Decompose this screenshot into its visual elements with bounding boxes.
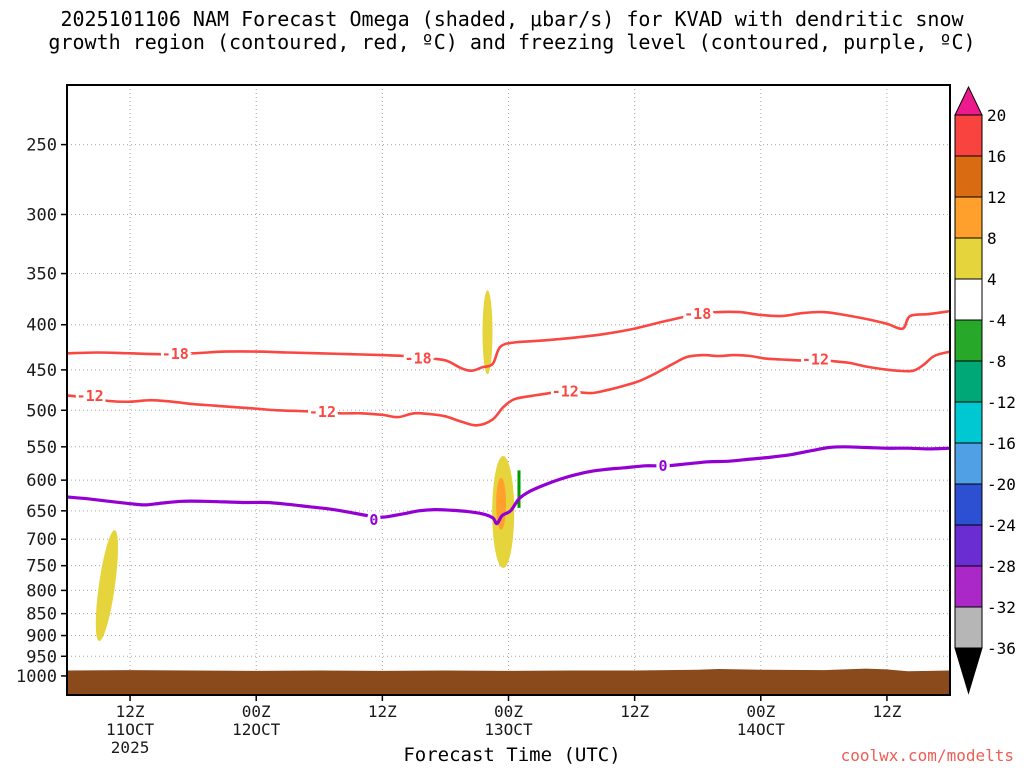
colorbar-segment [954, 524, 983, 567]
colorbar-tick-label: -20 [987, 475, 1016, 494]
colorbar-segment [954, 114, 983, 157]
y-tick-label: 900 [26, 627, 57, 647]
colorbar-segment [954, 483, 983, 526]
y-tick-label: 300 [26, 205, 57, 225]
watermark-link[interactable]: coolwx.com/modelts [840, 746, 1014, 765]
colorbar-tick-label: -16 [987, 434, 1016, 453]
contour-label-dendritic-growth-minus12C: -12 [77, 387, 104, 405]
colorbar-segment [954, 196, 983, 239]
x-tick-label: 11OCT [106, 720, 155, 739]
contour-label-dendritic-growth-minus18C: -18 [162, 345, 189, 363]
colorbar-segment [954, 401, 983, 444]
contour-label-dendritic-growth-minus18C: -18 [684, 305, 711, 323]
colorbar-tick-label: 20 [987, 106, 1006, 125]
contour-label-dendritic-growth-minus12C: -12 [309, 403, 336, 421]
omega-shaded-region [95, 530, 119, 642]
colorbar-segment [954, 565, 983, 608]
colorbar-segment [954, 319, 983, 362]
contour-label-dendritic-growth-minus12C: -12 [802, 351, 829, 369]
x-tick-label: 12Z [620, 702, 649, 721]
colorbar-tick-label: -28 [987, 557, 1016, 576]
contour-lines [67, 309, 950, 526]
grid [67, 85, 950, 695]
y-tick-label: 850 [26, 605, 57, 625]
colorbar-tick-label: 4 [987, 270, 997, 289]
colorbar-segment [954, 237, 983, 280]
contour-dendritic-growth-minus12C [67, 350, 950, 427]
colorbar-arrow-bottom [954, 647, 983, 695]
y-tick-label: 950 [26, 647, 57, 667]
contour-label-freezing-level-0C: 0 [369, 511, 378, 529]
colorbar-segment [954, 360, 983, 403]
colorbar-arrow-top [954, 85, 983, 116]
x-tick-label: 12OCT [232, 720, 281, 739]
y-axis: 2503003504004505005506006507007508008509… [16, 136, 67, 687]
contour-label-dendritic-growth-minus18C: -18 [405, 350, 432, 368]
colorbar-segment [954, 278, 983, 321]
colorbar-tick-label: 16 [987, 147, 1006, 166]
x-axis-title: Forecast Time (UTC) [403, 744, 621, 766]
x-tick-label: 12Z [872, 702, 901, 721]
omega-shaded-region [482, 290, 493, 375]
y-tick-label: 1000 [16, 667, 57, 687]
y-tick-label: 450 [26, 361, 57, 381]
y-tick-label: 800 [26, 581, 57, 601]
x-tick-label: 12Z [368, 702, 397, 721]
x-tick-label: 00Z [746, 702, 775, 721]
y-tick-label: 250 [26, 136, 57, 156]
x-tick-label: 00Z [242, 702, 271, 721]
x-tick-label: 12Z [116, 702, 145, 721]
y-tick-label: 500 [26, 401, 57, 421]
colorbar-tick-label: -8 [987, 352, 1006, 371]
y-tick-label: 700 [26, 530, 57, 550]
surface-band [67, 668, 950, 695]
contour-label-dendritic-growth-minus12C: -12 [552, 382, 579, 400]
colorbar: 20 16 12 8 4 -4 -8 -12 -16 -20 -24 -28 -32 -36 [954, 85, 1016, 695]
chart-title-line1: 2025101106 NAM Forecast Omega (shaded, μ… [60, 7, 964, 31]
y-tick-label: 350 [26, 265, 57, 285]
y-tick-label: 600 [26, 471, 57, 491]
colorbar-tick-label: 12 [987, 188, 1006, 207]
contour-dendritic-growth-minus18C [67, 309, 950, 373]
y-tick-label: 550 [26, 438, 57, 458]
x-tick-label: 13OCT [484, 720, 533, 739]
x-tick-label: 00Z [494, 702, 523, 721]
omega-shaded-regions [95, 290, 515, 642]
colorbar-tick-label: -4 [987, 311, 1006, 330]
chart-title-line2: growth region (contoured, red, ºC) and f… [48, 30, 976, 54]
contour-freezing-level-0C [67, 445, 950, 526]
colorbar-tick-label: -12 [987, 393, 1016, 412]
y-tick-label: 650 [26, 502, 57, 522]
colorbar-tick-label: -32 [987, 598, 1016, 617]
colorbar-segment [954, 606, 983, 649]
x-tick-label: 14OCT [737, 720, 786, 739]
y-tick-label: 750 [26, 557, 57, 577]
colorbar-tick-label: 8 [987, 229, 997, 248]
colorbar-tick-label: -24 [987, 516, 1016, 535]
contour-label-freezing-level-0C: 0 [659, 457, 668, 475]
colorbar-segment [954, 442, 983, 485]
y-tick-label: 400 [26, 316, 57, 336]
colorbar-tick-label: -36 [987, 639, 1016, 658]
x-tick-label: 2025 [111, 738, 150, 757]
omega-shaded-region [496, 477, 507, 530]
colorbar-segment [954, 155, 983, 198]
